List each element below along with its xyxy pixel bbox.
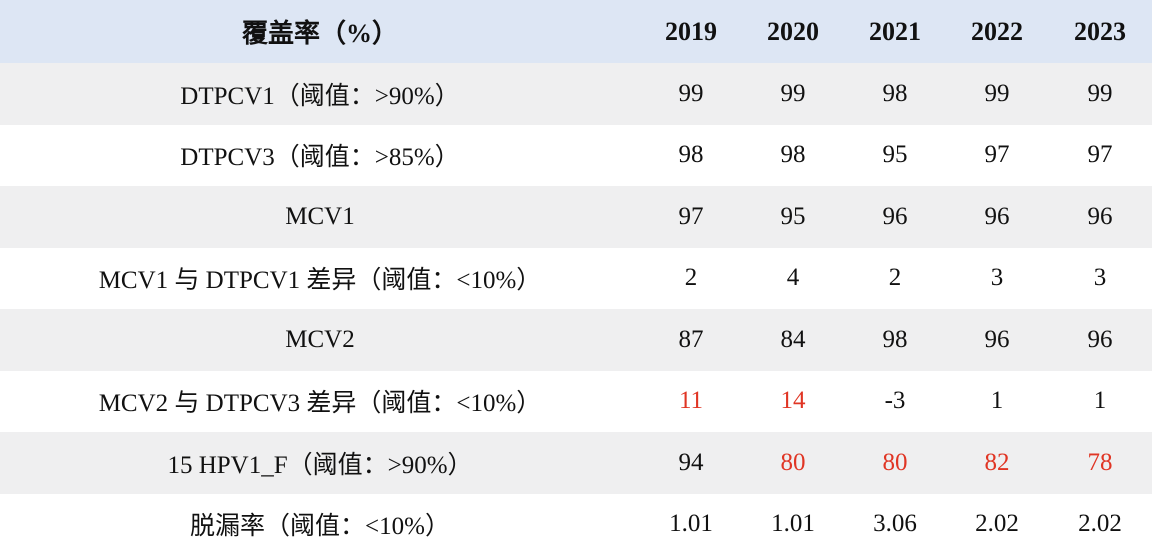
row-value: 97 bbox=[946, 125, 1048, 187]
row-value: 97 bbox=[640, 186, 742, 248]
row-value: 98 bbox=[844, 309, 946, 371]
header-label: 覆盖率（%） bbox=[0, 0, 640, 63]
row-value: 99 bbox=[640, 63, 742, 125]
row-label: MCV1 bbox=[0, 186, 640, 248]
row-value: 99 bbox=[946, 63, 1048, 125]
row-value: 3 bbox=[1048, 248, 1152, 310]
row-value: 99 bbox=[742, 63, 844, 125]
row-label: 脱漏率（阈值：<10%） bbox=[0, 494, 640, 555]
row-label: 15 HPV1_F（阈值：>90%） bbox=[0, 432, 640, 494]
row-value: 97 bbox=[1048, 125, 1152, 187]
row-value: 98 bbox=[844, 63, 946, 125]
row-value: 96 bbox=[946, 309, 1048, 371]
row-value: 98 bbox=[640, 125, 742, 187]
row-label: DTPCV3（阈值：>85%） bbox=[0, 125, 640, 187]
row-value: 84 bbox=[742, 309, 844, 371]
row-value: 1 bbox=[946, 371, 1048, 433]
row-value: 78 bbox=[1048, 432, 1152, 494]
row-value: 14 bbox=[742, 371, 844, 433]
row-value: 1 bbox=[1048, 371, 1152, 433]
row-value: 94 bbox=[640, 432, 742, 494]
header-row: 覆盖率（%） 2019 2020 2021 2022 2023 bbox=[0, 0, 1152, 63]
row-value: 96 bbox=[946, 186, 1048, 248]
row-value: 1.01 bbox=[640, 494, 742, 555]
row-value: 80 bbox=[742, 432, 844, 494]
row-value: 95 bbox=[742, 186, 844, 248]
header-year: 2019 bbox=[640, 0, 742, 63]
row-label: MCV2 与 DTPCV3 差异（阈值：<10%） bbox=[0, 371, 640, 433]
row-value: 96 bbox=[1048, 186, 1152, 248]
header-year: 2023 bbox=[1048, 0, 1152, 63]
row-value: 2.02 bbox=[946, 494, 1048, 555]
row-label: DTPCV1（阈值：>90%） bbox=[0, 63, 640, 125]
header-year: 2020 bbox=[742, 0, 844, 63]
row-value: 80 bbox=[844, 432, 946, 494]
row-value: 95 bbox=[844, 125, 946, 187]
row-value: 2 bbox=[844, 248, 946, 310]
row-value: 99 bbox=[1048, 63, 1152, 125]
row-label: MCV1 与 DTPCV1 差异（阈值：<10%） bbox=[0, 248, 640, 310]
row-value: 11 bbox=[640, 371, 742, 433]
row-label: MCV2 bbox=[0, 309, 640, 371]
row-value: 96 bbox=[1048, 309, 1152, 371]
row-value: 3 bbox=[946, 248, 1048, 310]
row-value: 87 bbox=[640, 309, 742, 371]
row-value: 2 bbox=[640, 248, 742, 310]
row-value: 96 bbox=[844, 186, 946, 248]
row-value: -3 bbox=[844, 371, 946, 433]
header-year: 2022 bbox=[946, 0, 1048, 63]
row-value: 2.02 bbox=[1048, 494, 1152, 555]
row-value: 1.01 bbox=[742, 494, 844, 555]
row-value: 4 bbox=[742, 248, 844, 310]
row-value: 3.06 bbox=[844, 494, 946, 555]
row-value: 82 bbox=[946, 432, 1048, 494]
row-value: 98 bbox=[742, 125, 844, 187]
header-year: 2021 bbox=[844, 0, 946, 63]
